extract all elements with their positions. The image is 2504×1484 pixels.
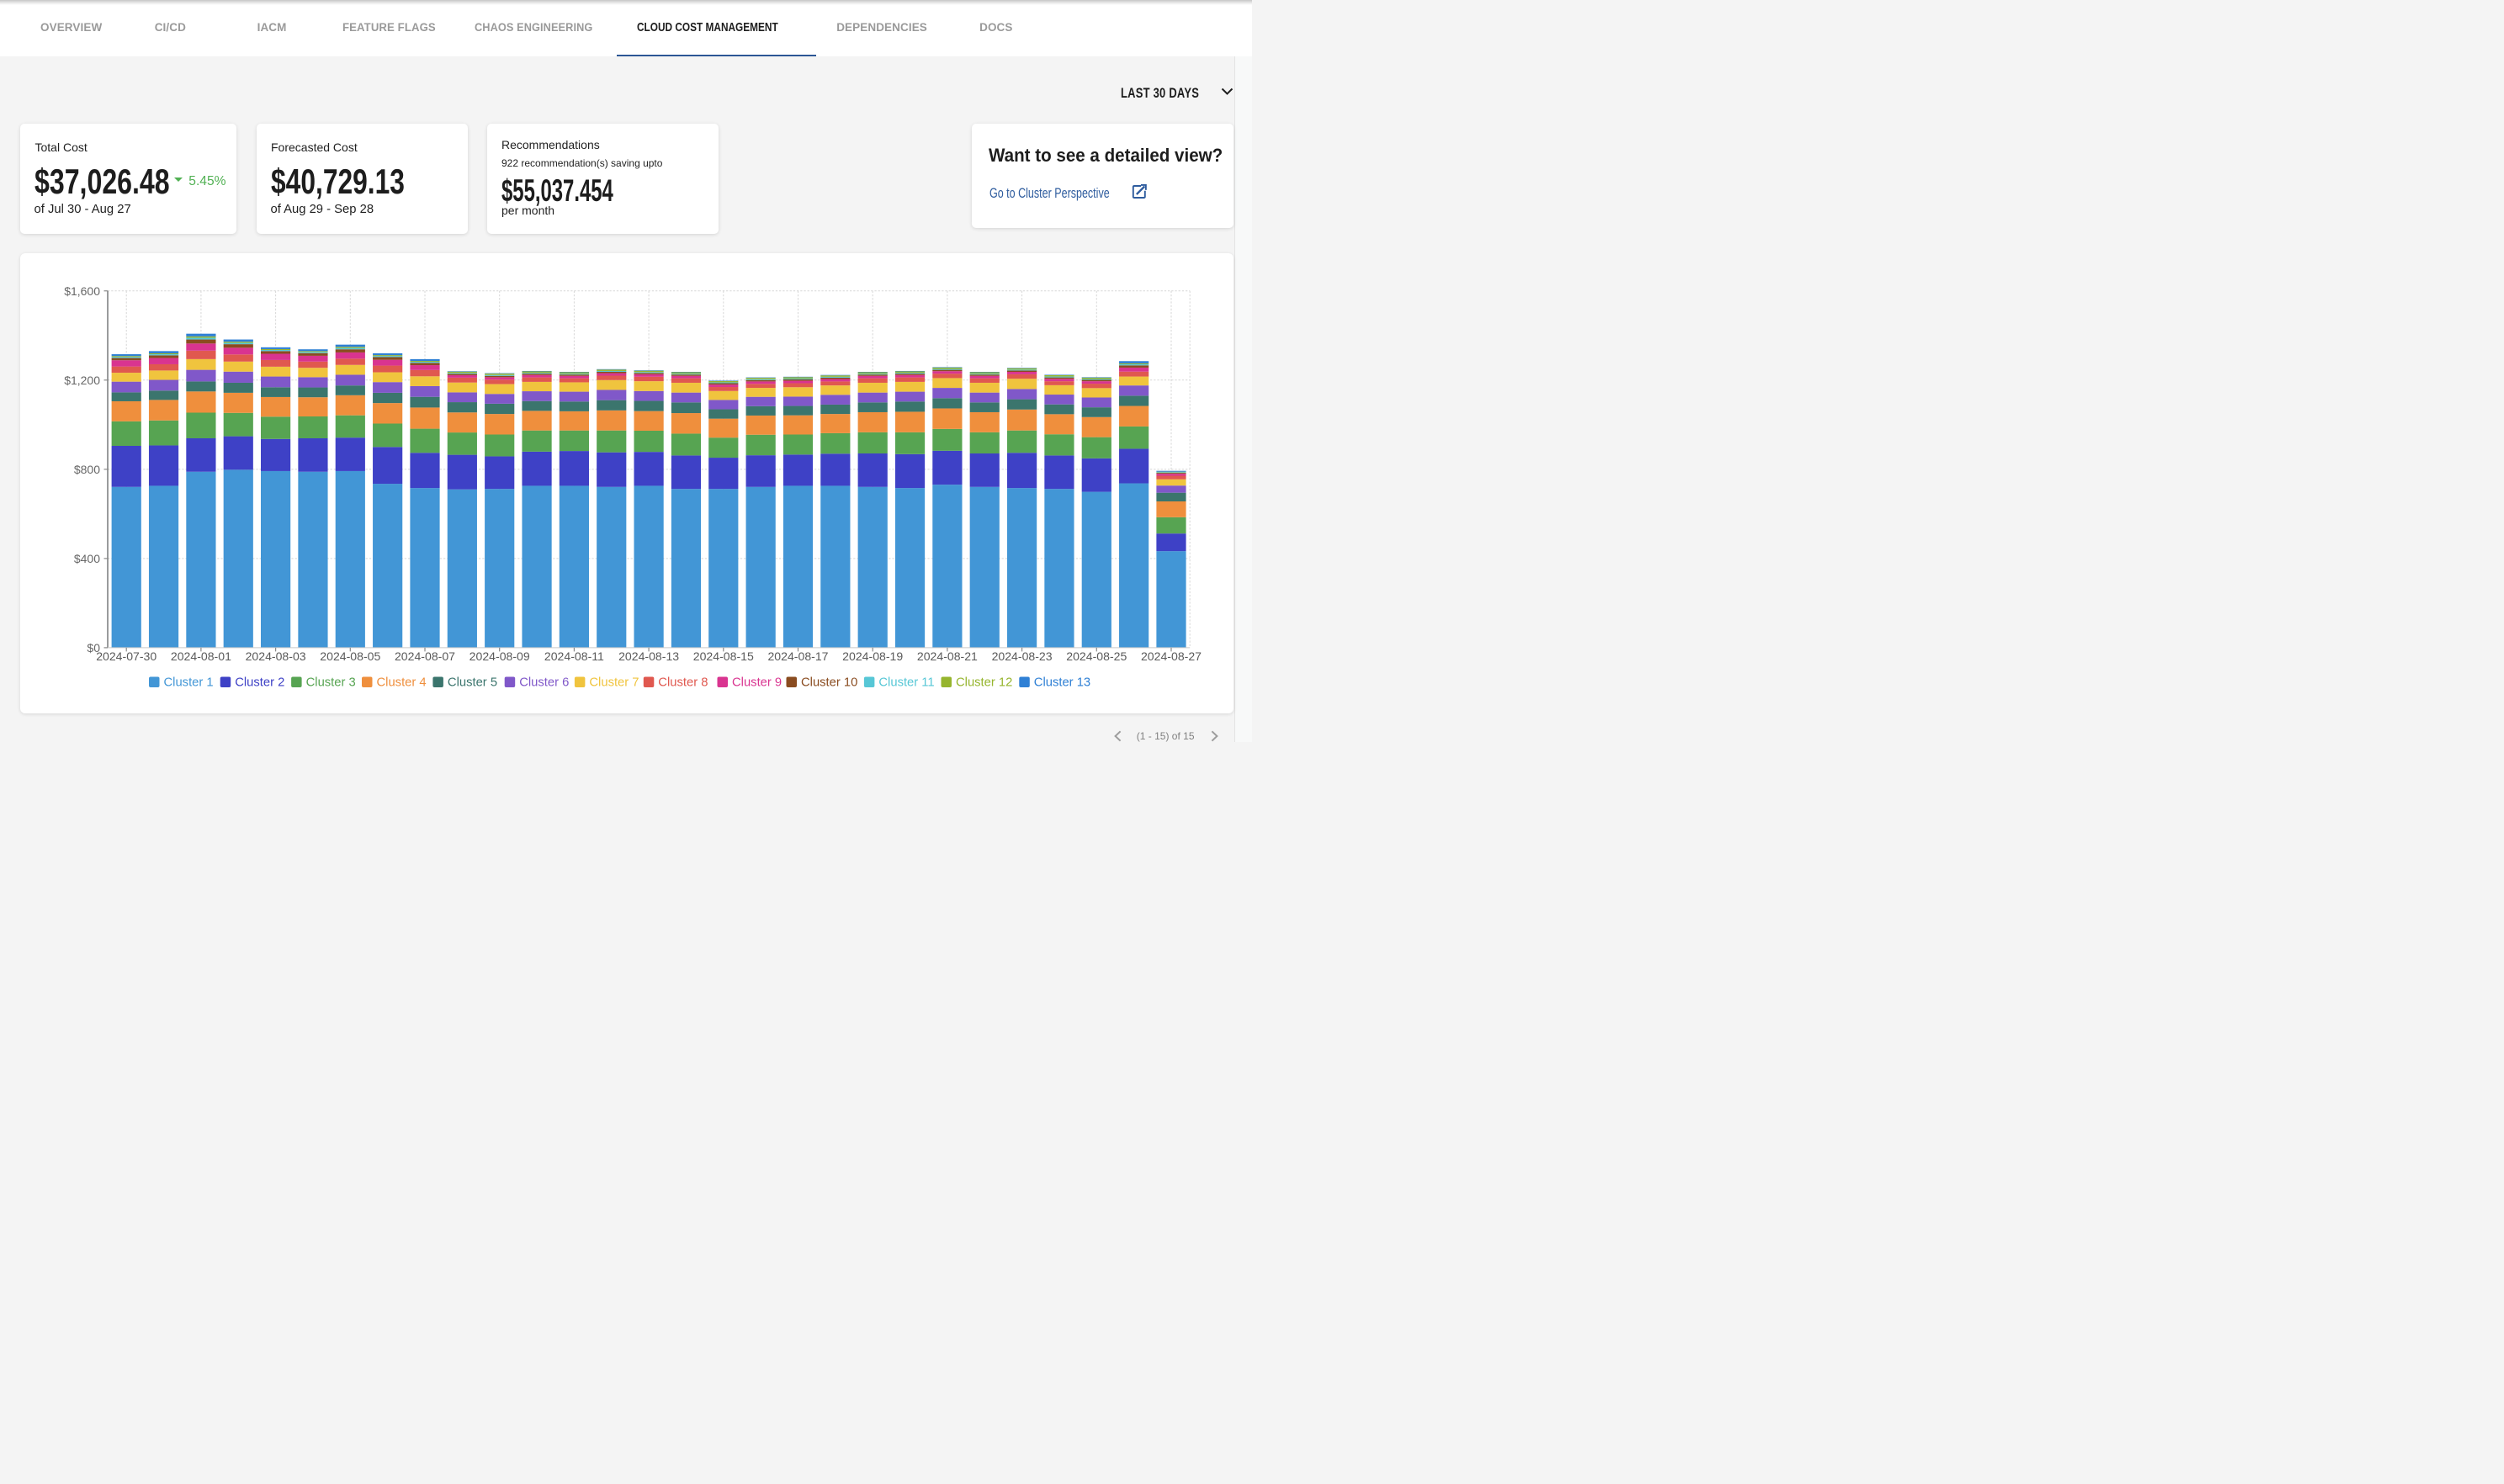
svg-text:Cluster 3: Cluster 3 [305,676,355,689]
svg-text:Cluster 13: Cluster 13 [1033,676,1090,689]
svg-text:Cluster 8: Cluster 8 [658,676,708,689]
svg-text:2024-08-21: 2024-08-21 [916,649,977,662]
svg-text:$800: $800 [73,463,99,476]
svg-text:Cluster 2: Cluster 2 [235,676,284,689]
svg-text:$400: $400 [73,552,99,565]
svg-text:2024-08-15: 2024-08-15 [692,649,753,662]
svg-text:Cluster 9: Cluster 9 [731,676,781,689]
svg-text:$1,200: $1,200 [64,373,100,386]
svg-text:Cluster 7: Cluster 7 [589,676,639,689]
svg-text:Cluster 1: Cluster 1 [163,676,213,689]
svg-text:Cluster 12: Cluster 12 [955,676,1011,689]
svg-text:Cluster 4: Cluster 4 [376,676,426,689]
svg-text:2024-08-17: 2024-08-17 [767,649,828,662]
svg-text:2024-08-07: 2024-08-07 [394,649,454,662]
svg-text:2024-07-30: 2024-07-30 [96,649,156,662]
svg-text:2024-08-23: 2024-08-23 [991,649,1052,662]
svg-text:$1,600: $1,600 [64,284,100,297]
svg-text:2024-08-27: 2024-08-27 [1140,649,1201,662]
svg-text:2024-08-03: 2024-08-03 [245,649,305,662]
svg-text:2024-08-05: 2024-08-05 [320,649,380,662]
svg-text:Cluster 11: Cluster 11 [878,676,934,689]
svg-text:$0: $0 [87,641,100,655]
svg-text:Cluster 6: Cluster 6 [519,676,569,689]
svg-text:Cluster 5: Cluster 5 [447,676,496,689]
svg-text:2024-08-25: 2024-08-25 [1066,649,1127,662]
svg-text:2024-08-09: 2024-08-09 [469,649,529,662]
svg-text:2024-08-01: 2024-08-01 [170,649,231,662]
svg-text:2024-08-19: 2024-08-19 [842,649,903,662]
svg-text:Cluster 10: Cluster 10 [800,676,857,689]
svg-text:2024-08-13: 2024-08-13 [618,649,679,662]
svg-text:2024-08-11: 2024-08-11 [544,649,603,662]
